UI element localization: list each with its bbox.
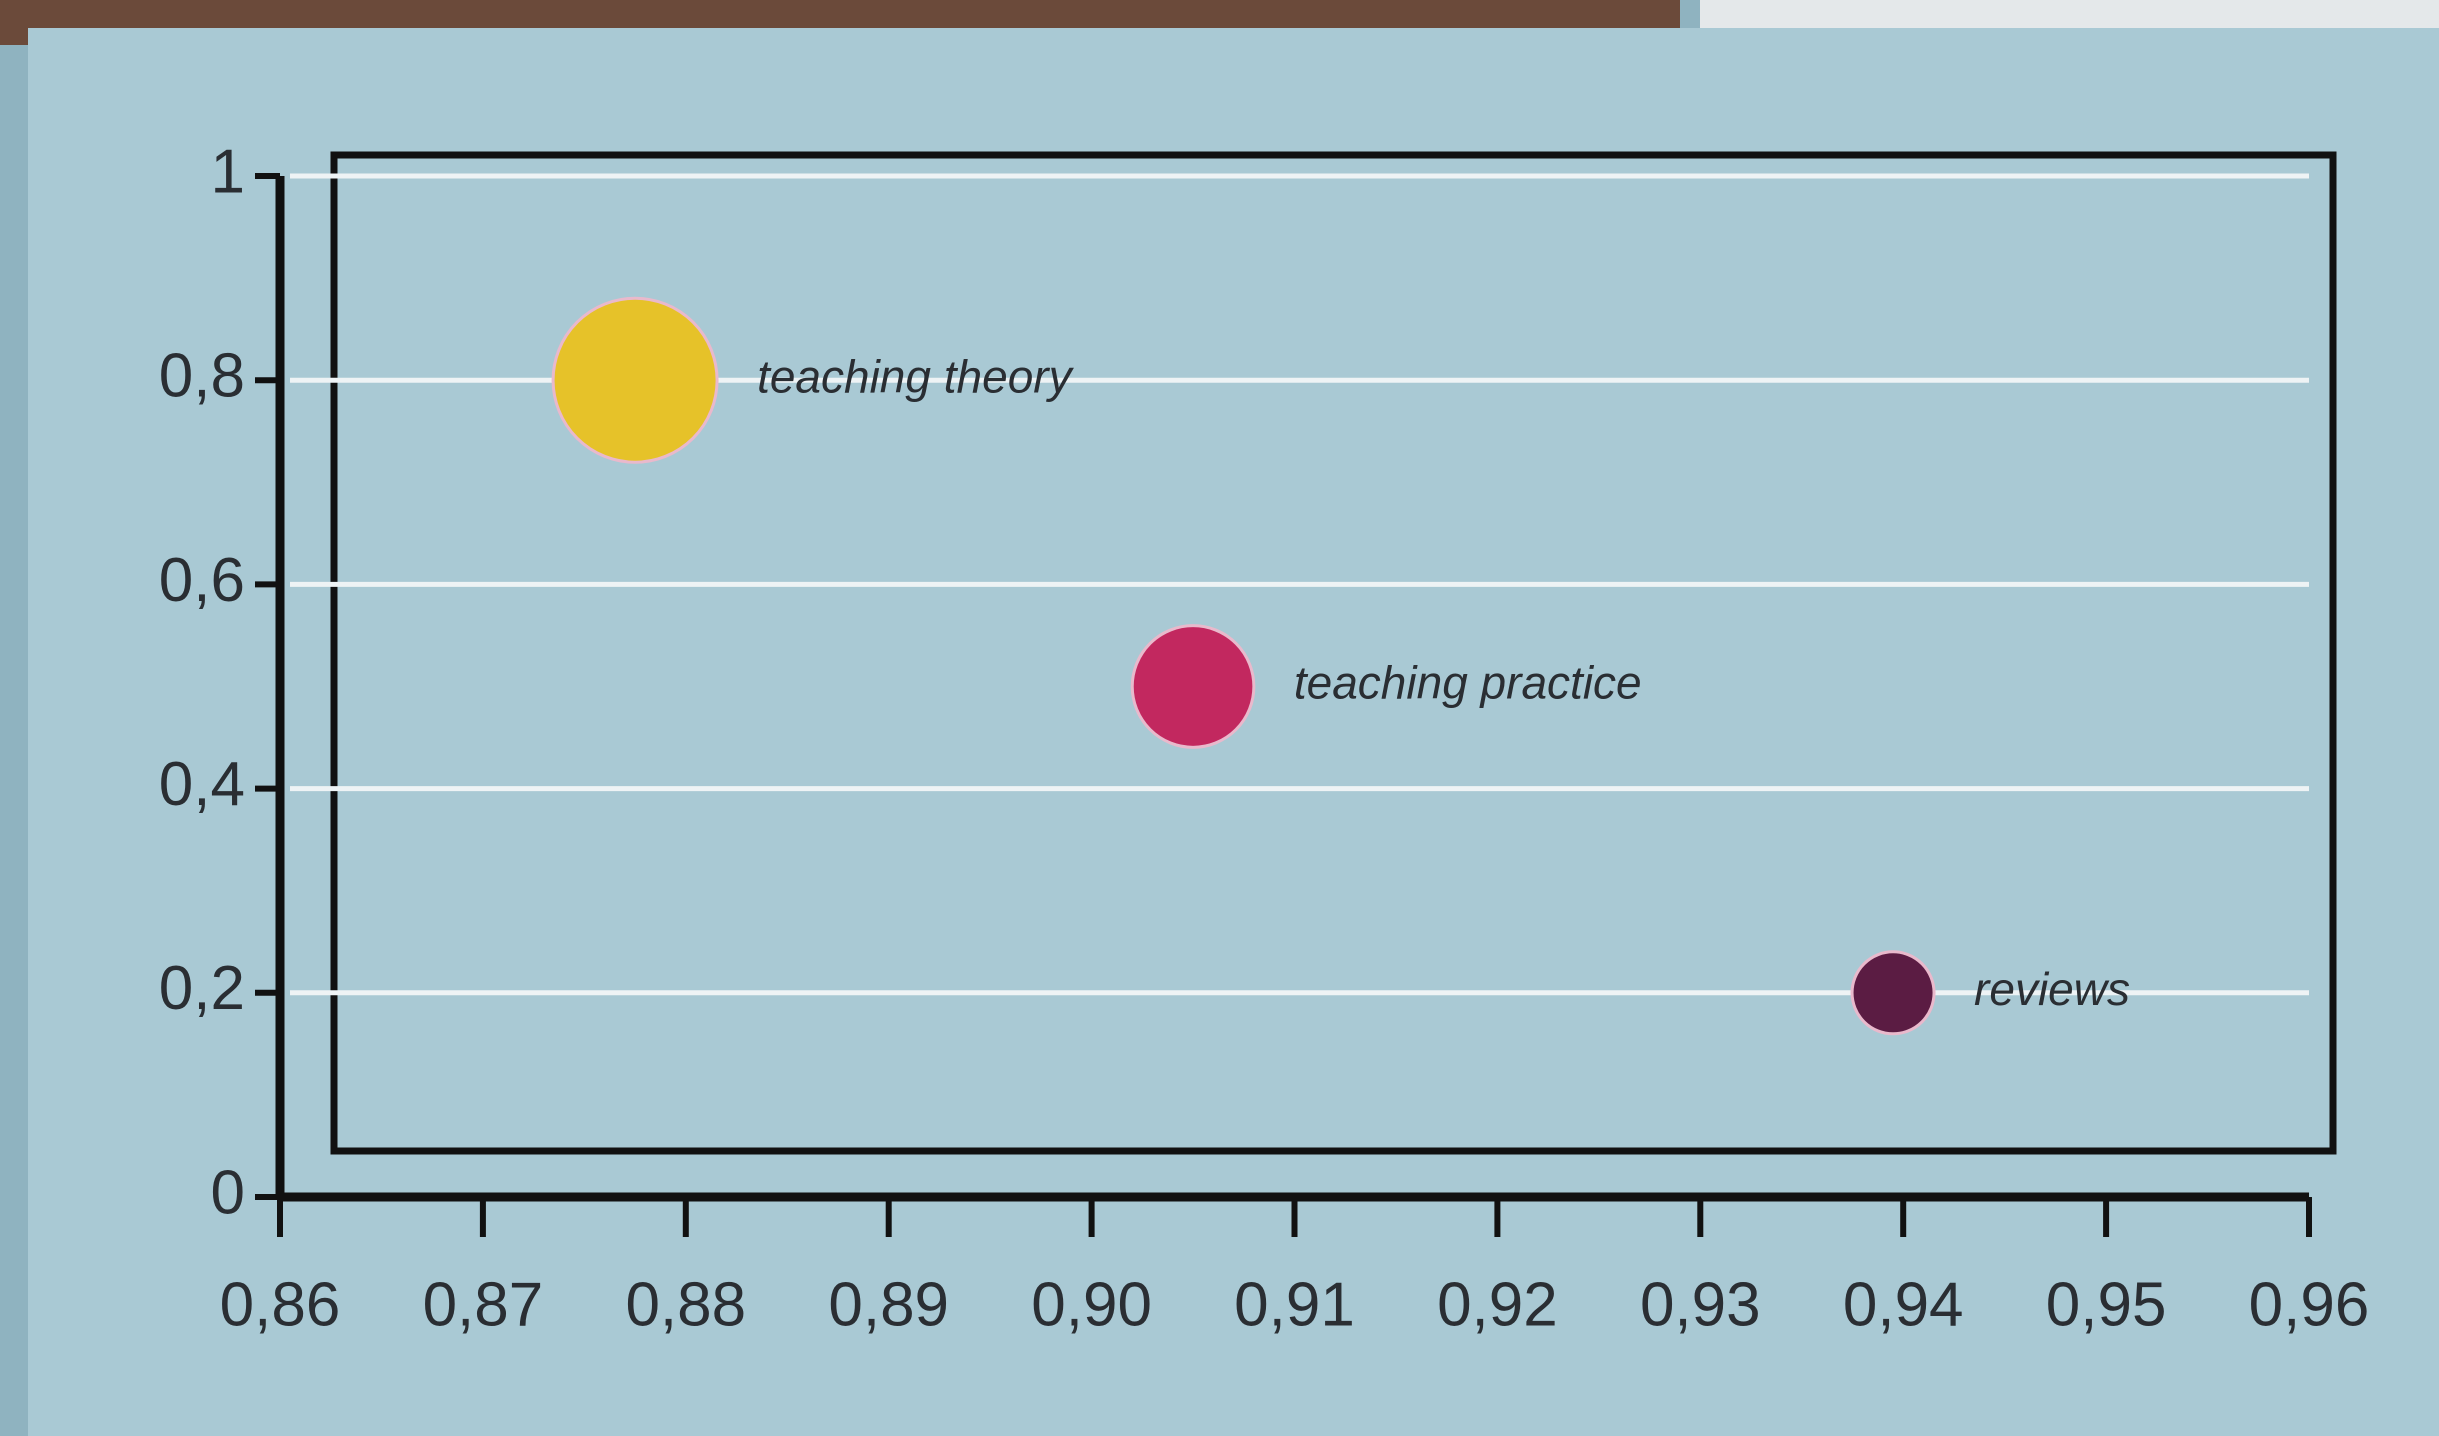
bubble (1132, 626, 1254, 748)
chart: 0 0,2 0,4 0,6 0,8 1 0,86 0,87 0,88 0,89 0,90 0,91 0,… (0, 0, 2439, 1436)
y-tick-label: 0,6 (159, 546, 245, 615)
y-tick-label: 1 (211, 137, 245, 206)
page: {"chart_data": {"type": "scatter", "xtic… (0, 0, 2439, 1436)
point-label: teaching practice (1294, 657, 1642, 709)
point-label: teaching theory (757, 350, 1075, 402)
x-tick-label: 0,96 (2249, 1270, 2370, 1339)
x-tick-label: 0,89 (828, 1270, 949, 1339)
y-tick-label: 0,4 (159, 750, 245, 819)
x-tick-label: 0,90 (1031, 1270, 1152, 1339)
x-tick-label: 0,87 (423, 1270, 544, 1339)
x-tick-label: 0,91 (1234, 1270, 1355, 1339)
x-tick-label: 0,94 (1843, 1270, 1964, 1339)
x-tick-label: 0,88 (625, 1270, 746, 1339)
y-tick-label: 0 (211, 1158, 245, 1227)
point-label: reviews (1974, 963, 2130, 1015)
x-tick-label: 0,95 (2046, 1270, 2167, 1339)
x-tick-label: 0,92 (1437, 1270, 1558, 1339)
y-tick-label: 0,2 (159, 954, 245, 1023)
bubble (1852, 952, 1934, 1034)
y-tick-label: 0,8 (159, 342, 245, 411)
bubble (553, 298, 717, 462)
x-tick-label: 0,86 (220, 1270, 341, 1339)
x-tick-label: 0,93 (1640, 1270, 1761, 1339)
